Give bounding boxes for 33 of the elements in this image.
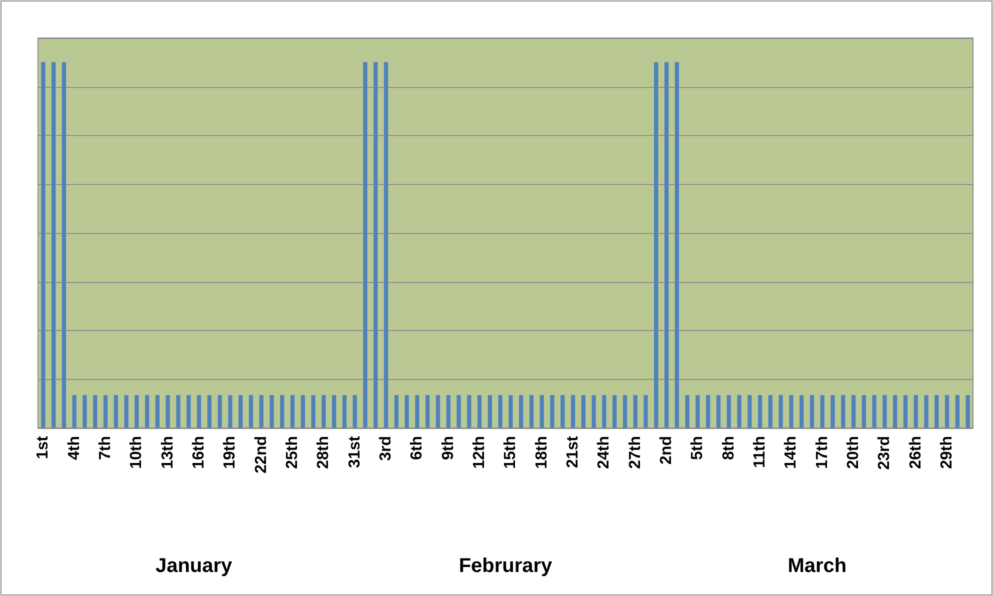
x-tick-label: 11th: [752, 436, 769, 468]
x-tick-label: 14th: [782, 436, 800, 469]
x-tick-label: 16th: [190, 436, 208, 469]
x-tick-label: 5th: [689, 436, 706, 460]
x-tick-label: 18th: [533, 436, 550, 469]
x-tick-label: 20th: [845, 436, 862, 469]
text: January: [155, 555, 234, 577]
x-tick-label: 8th: [720, 436, 738, 460]
x-tick-label: 28th: [315, 436, 332, 469]
x-tick-label: 23rd: [876, 436, 894, 470]
x-tick-label: 29th: [938, 436, 956, 469]
x-tick-label: 13th: [159, 436, 176, 469]
x-tick-label: 3rd: [378, 436, 395, 461]
x-tick-label: 25th: [284, 436, 302, 469]
x-tick-label: 12th: [471, 436, 488, 469]
x-tick-label: 7th: [97, 436, 114, 460]
x-tick-label: 10th: [128, 436, 146, 469]
x-tick-label: 19th: [222, 436, 239, 469]
x-tick-label: 4th: [66, 436, 83, 460]
x-tick-label: 2nd: [658, 436, 676, 464]
x-tick-label: 31st: [346, 435, 364, 468]
x-tick-label: 6th: [408, 436, 426, 460]
text: Februrary: [458, 555, 554, 577]
text: March: [788, 555, 847, 577]
x-tick-label: 21st: [564, 435, 582, 468]
x-tick-label: 22nd: [252, 436, 270, 474]
x-tick-label: 1st: [34, 435, 52, 460]
x-tick-label: 9th: [440, 436, 457, 460]
x-tick-label: 15th: [502, 436, 520, 469]
x-tick-label: 17th: [814, 436, 831, 469]
x-tick-label: 26th: [907, 436, 924, 469]
x-tick-label: 27th: [626, 436, 644, 469]
x-tick-label: 24th: [596, 436, 613, 469]
